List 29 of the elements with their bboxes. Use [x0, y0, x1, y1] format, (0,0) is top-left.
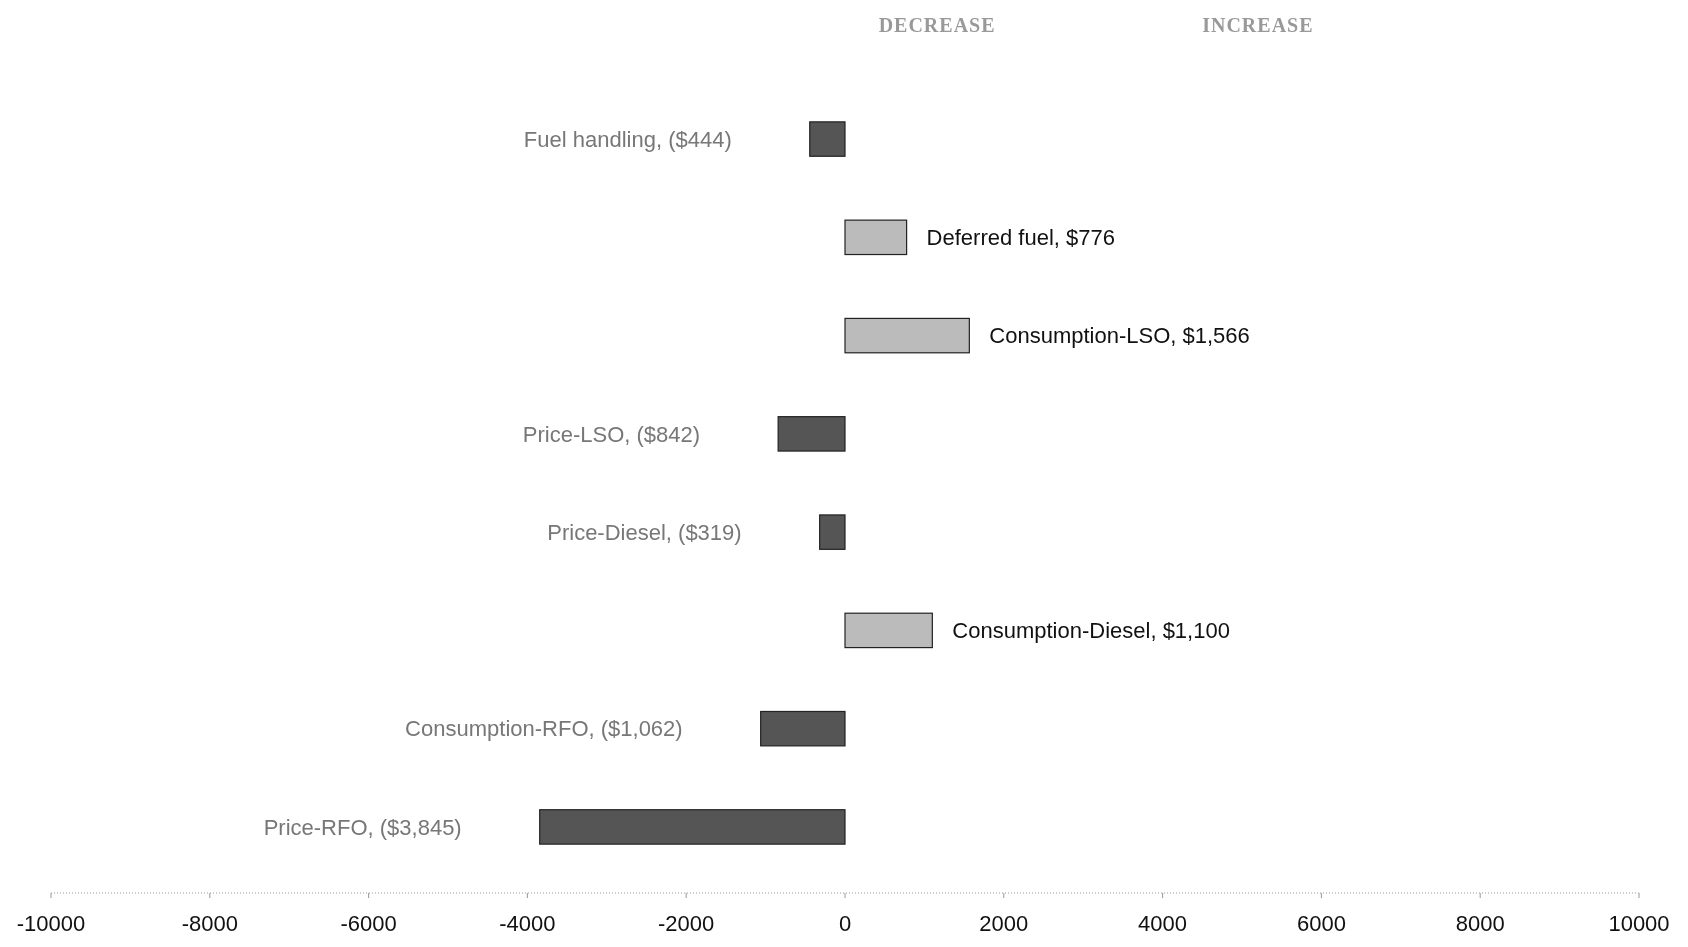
bar: [760, 710, 846, 747]
x-tick-label: -10000: [16, 911, 86, 936]
y-tick-label: Price-Diesel, ($319): [547, 519, 742, 545]
x-tick-label: 0: [838, 911, 852, 936]
x-tick-label: -8000: [181, 911, 238, 936]
y-tick-label: Consumption-LSO, $1,566: [989, 323, 1250, 349]
x-tick-label: 8000: [1455, 911, 1505, 936]
bar: [809, 121, 846, 157]
y-tick-label: Price-LSO, ($842): [522, 421, 701, 447]
y-tick-label: Price-RFO, ($3,845): [263, 814, 462, 840]
x-tick-label: 6000: [1296, 911, 1346, 936]
y-tick-label: Deferred fuel, $776: [926, 225, 1115, 251]
y-tick-label: Consumption-RFO, ($1,062): [405, 716, 683, 742]
x-tick-label: 10000: [1608, 911, 1670, 936]
y-tick-label: Consumption-Diesel, $1,100: [952, 618, 1230, 644]
bar: [844, 612, 933, 649]
y-tick-label: Fuel handling, ($444): [523, 126, 732, 152]
bar: [777, 416, 846, 452]
x-tick-label: 2000: [979, 911, 1029, 936]
x-tick-label: -6000: [340, 911, 397, 936]
bar: [844, 317, 970, 354]
x-tick-label: 4000: [1138, 911, 1188, 936]
bar: [819, 514, 846, 550]
text: INCREASE: [1202, 14, 1314, 36]
text: DECREASE: [878, 14, 996, 36]
x-tick-label: -4000: [499, 911, 556, 936]
x-tick-label: -2000: [658, 911, 715, 936]
bar: [539, 809, 846, 845]
bar: [844, 219, 908, 256]
